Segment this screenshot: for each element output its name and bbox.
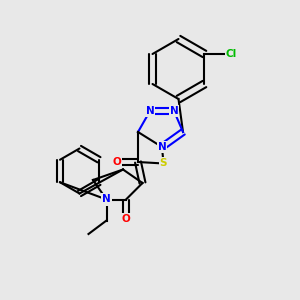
Text: N: N <box>146 106 154 116</box>
Text: S: S <box>160 158 167 169</box>
Text: N: N <box>158 142 166 152</box>
Text: N: N <box>102 194 111 205</box>
Text: Cl: Cl <box>226 49 237 59</box>
Text: N: N <box>169 106 178 116</box>
Text: O: O <box>122 214 130 224</box>
Text: O: O <box>112 157 122 167</box>
